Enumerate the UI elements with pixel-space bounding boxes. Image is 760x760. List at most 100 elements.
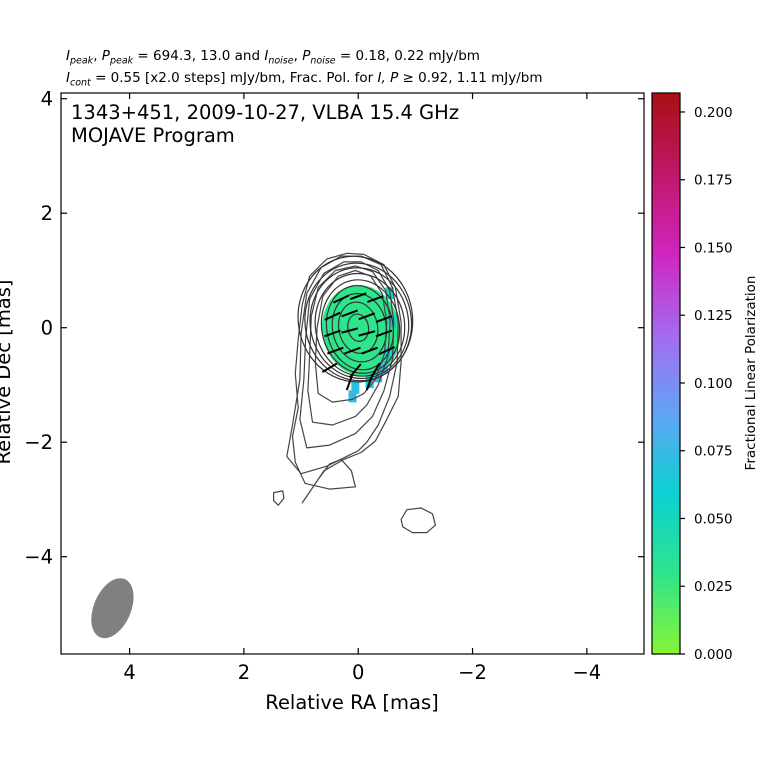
colorbar-segment (652, 410, 680, 417)
evpa-stick-12 (344, 346, 361, 355)
header-line-1: Ipeak, Ppeak = 694.3, 13.0 and Inoise, P… (66, 48, 480, 67)
colorbar-label: Fractional Linear Polarization (743, 276, 759, 471)
colorbar-segment (652, 125, 680, 131)
colorbar-segment (652, 270, 680, 276)
colorbar-segment (652, 200, 680, 206)
colorbar-segment (652, 611, 680, 618)
contour-outer-1 (299, 261, 395, 449)
polarization-pixel-3 (351, 381, 360, 394)
plot-content (91, 252, 436, 639)
colorbar-segment (652, 354, 680, 361)
polarization-pixel-4 (348, 390, 357, 403)
colorbar-segment (652, 107, 680, 113)
colorbar-segment (652, 593, 680, 599)
evpa-stick-1 (349, 292, 367, 301)
evpa-stick-7 (324, 329, 341, 338)
polarization-pixel-1 (374, 370, 383, 383)
x-axis-label: Relative RA [mas] (265, 691, 438, 714)
colorbar-segment (652, 181, 680, 188)
colorbar-segment (652, 635, 680, 641)
x-tick-label: 0 (352, 661, 364, 684)
colorbar-segment (652, 467, 680, 473)
colorbar-segment (652, 261, 680, 267)
colorbar-segment (652, 546, 680, 552)
annotation-program: MOJAVE Program (71, 124, 235, 147)
x-tick-label: −2 (458, 661, 487, 684)
colorbar-segment (652, 523, 680, 529)
evpa-stick-10 (375, 329, 393, 338)
colorbar-segment (652, 387, 680, 393)
colorbar-tick-label: 0.025 (694, 579, 733, 595)
colorbar-tick-label: 0.075 (694, 444, 733, 460)
colorbar-segment (652, 639, 680, 646)
colorbar-segment (652, 303, 680, 309)
contour-ring-0 (297, 255, 414, 383)
colorbar-segment (652, 135, 680, 141)
contour-island-west (273, 490, 285, 506)
colorbar-segment (652, 308, 680, 314)
colorbar-segment (652, 518, 680, 524)
colorbar-segment (652, 233, 680, 239)
colorbar-segment (652, 373, 680, 379)
colorbar-segment (652, 509, 680, 515)
y-tick-label: 0 (41, 317, 53, 340)
colorbar-tick-label: 0.000 (694, 647, 733, 663)
colorbar-segment (652, 172, 680, 178)
evpa-stick-5 (358, 312, 376, 321)
evpa-stick-4 (341, 309, 358, 318)
colorbar-segment (652, 359, 680, 365)
plot-frame (60, 92, 645, 655)
colorbar-segment (652, 336, 680, 342)
colorbar-segment (652, 167, 680, 174)
colorbar-segment (652, 537, 680, 543)
colorbar-segment (652, 340, 680, 347)
colorbar-segment (652, 406, 680, 412)
header-line-2: Icont = 0.55 [x2.0 steps] mJy/bm, Frac. … (66, 70, 543, 89)
colorbar-segment (652, 424, 680, 431)
colorbar-segment (652, 121, 680, 127)
colorbar-segment (652, 392, 680, 398)
colorbar-segment (652, 532, 680, 538)
colorbar-segment (652, 382, 680, 389)
evpa-stick-19 (365, 373, 374, 391)
colorbar-segment (652, 569, 680, 576)
contour-ring-1 (304, 262, 413, 382)
contour-island-east (400, 507, 436, 534)
evpa-stick-9 (358, 330, 376, 337)
colorbar-segment (652, 256, 680, 262)
colorbar-segment (652, 312, 680, 318)
evpa-stick-0 (332, 294, 350, 304)
colorbar-segment (652, 177, 680, 183)
colorbar-segment (652, 504, 680, 510)
evpa-stick-18 (345, 373, 354, 391)
colorbar-segment (652, 139, 680, 146)
colorbar-segment (652, 205, 680, 211)
colorbar-segment (652, 219, 680, 225)
colorbar-segment (652, 317, 680, 323)
colorbar-segment (652, 527, 680, 534)
evpa-stick-15 (321, 362, 338, 373)
colorbar-segment (652, 378, 680, 384)
colorbar-segment (652, 541, 680, 548)
axes-layer: 4 2 0 −2 −4 4 2 0 −2 −4 (24, 88, 644, 684)
colorbar-segment (652, 438, 680, 445)
colorbar-tick-label: 0.050 (694, 511, 733, 527)
colorbar-segment (652, 195, 680, 202)
contour-ring-4 (320, 279, 401, 374)
beam-ellipse (91, 578, 134, 639)
colorbar-segment (652, 602, 680, 608)
contour-outer-0 (286, 255, 399, 475)
colorbar-segment (652, 322, 680, 328)
colorbar-segment (652, 574, 680, 580)
evpa-stick-11 (327, 346, 344, 355)
colorbar-segment (652, 298, 680, 304)
colorbar-segment (652, 429, 680, 435)
colorbar-segment (652, 265, 680, 272)
colorbar-segment (652, 607, 680, 613)
contour-ring-3 (314, 272, 406, 377)
colorbar-segment (652, 481, 680, 487)
colorbar-segment (652, 625, 680, 632)
evpa-stick-3 (324, 311, 341, 321)
colorbar-segment (652, 597, 680, 604)
